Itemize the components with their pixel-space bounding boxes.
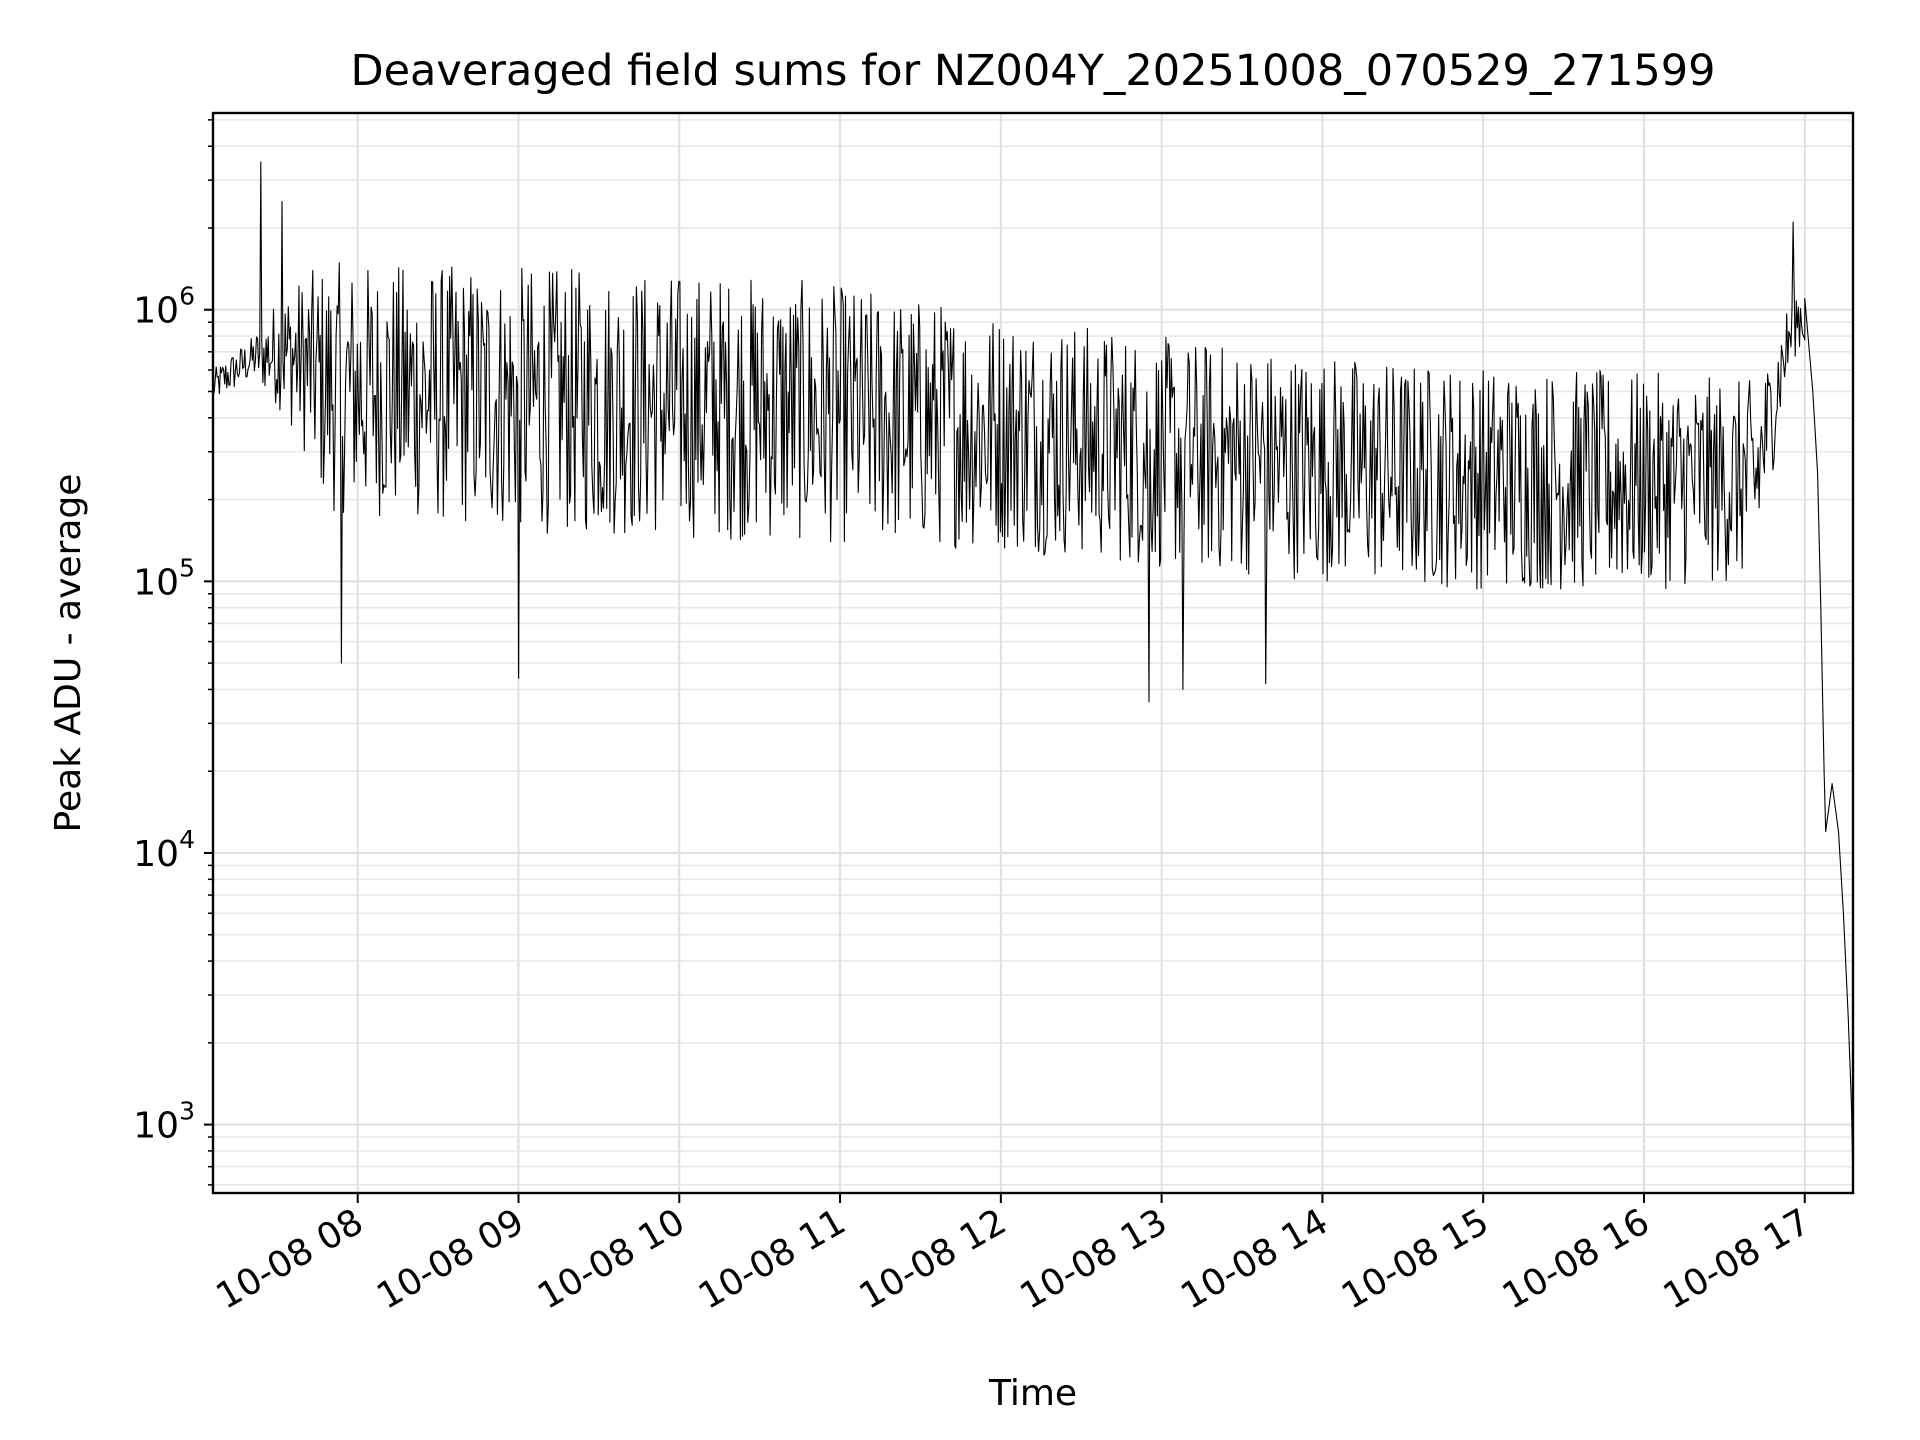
grid bbox=[213, 113, 1853, 1193]
y-tick-exponent: 3 bbox=[179, 1097, 195, 1126]
series-line bbox=[212, 161, 1854, 1185]
y-tick-base: 10 bbox=[133, 291, 179, 332]
y-tick-base: 10 bbox=[133, 1106, 179, 1147]
y-tick-label: 103 bbox=[133, 1097, 195, 1147]
y-axis-label: Peak ADU - average bbox=[48, 474, 89, 833]
y-tick-label: 106 bbox=[133, 282, 195, 332]
y-tick-exponent: 5 bbox=[179, 553, 195, 582]
y-tick-label: 104 bbox=[133, 825, 195, 875]
plot-frame bbox=[211, 111, 1855, 1195]
x-axis-label: Time bbox=[988, 1373, 1077, 1414]
y-tick-base: 10 bbox=[133, 562, 179, 603]
y-tick-base: 10 bbox=[133, 834, 179, 875]
y-tick-label: 105 bbox=[133, 553, 195, 603]
chart-title: Deaveraged field sums for NZ004Y_2025100… bbox=[350, 46, 1715, 96]
y-tick-exponent: 6 bbox=[179, 282, 195, 311]
y-tick-exponent: 4 bbox=[179, 825, 195, 854]
